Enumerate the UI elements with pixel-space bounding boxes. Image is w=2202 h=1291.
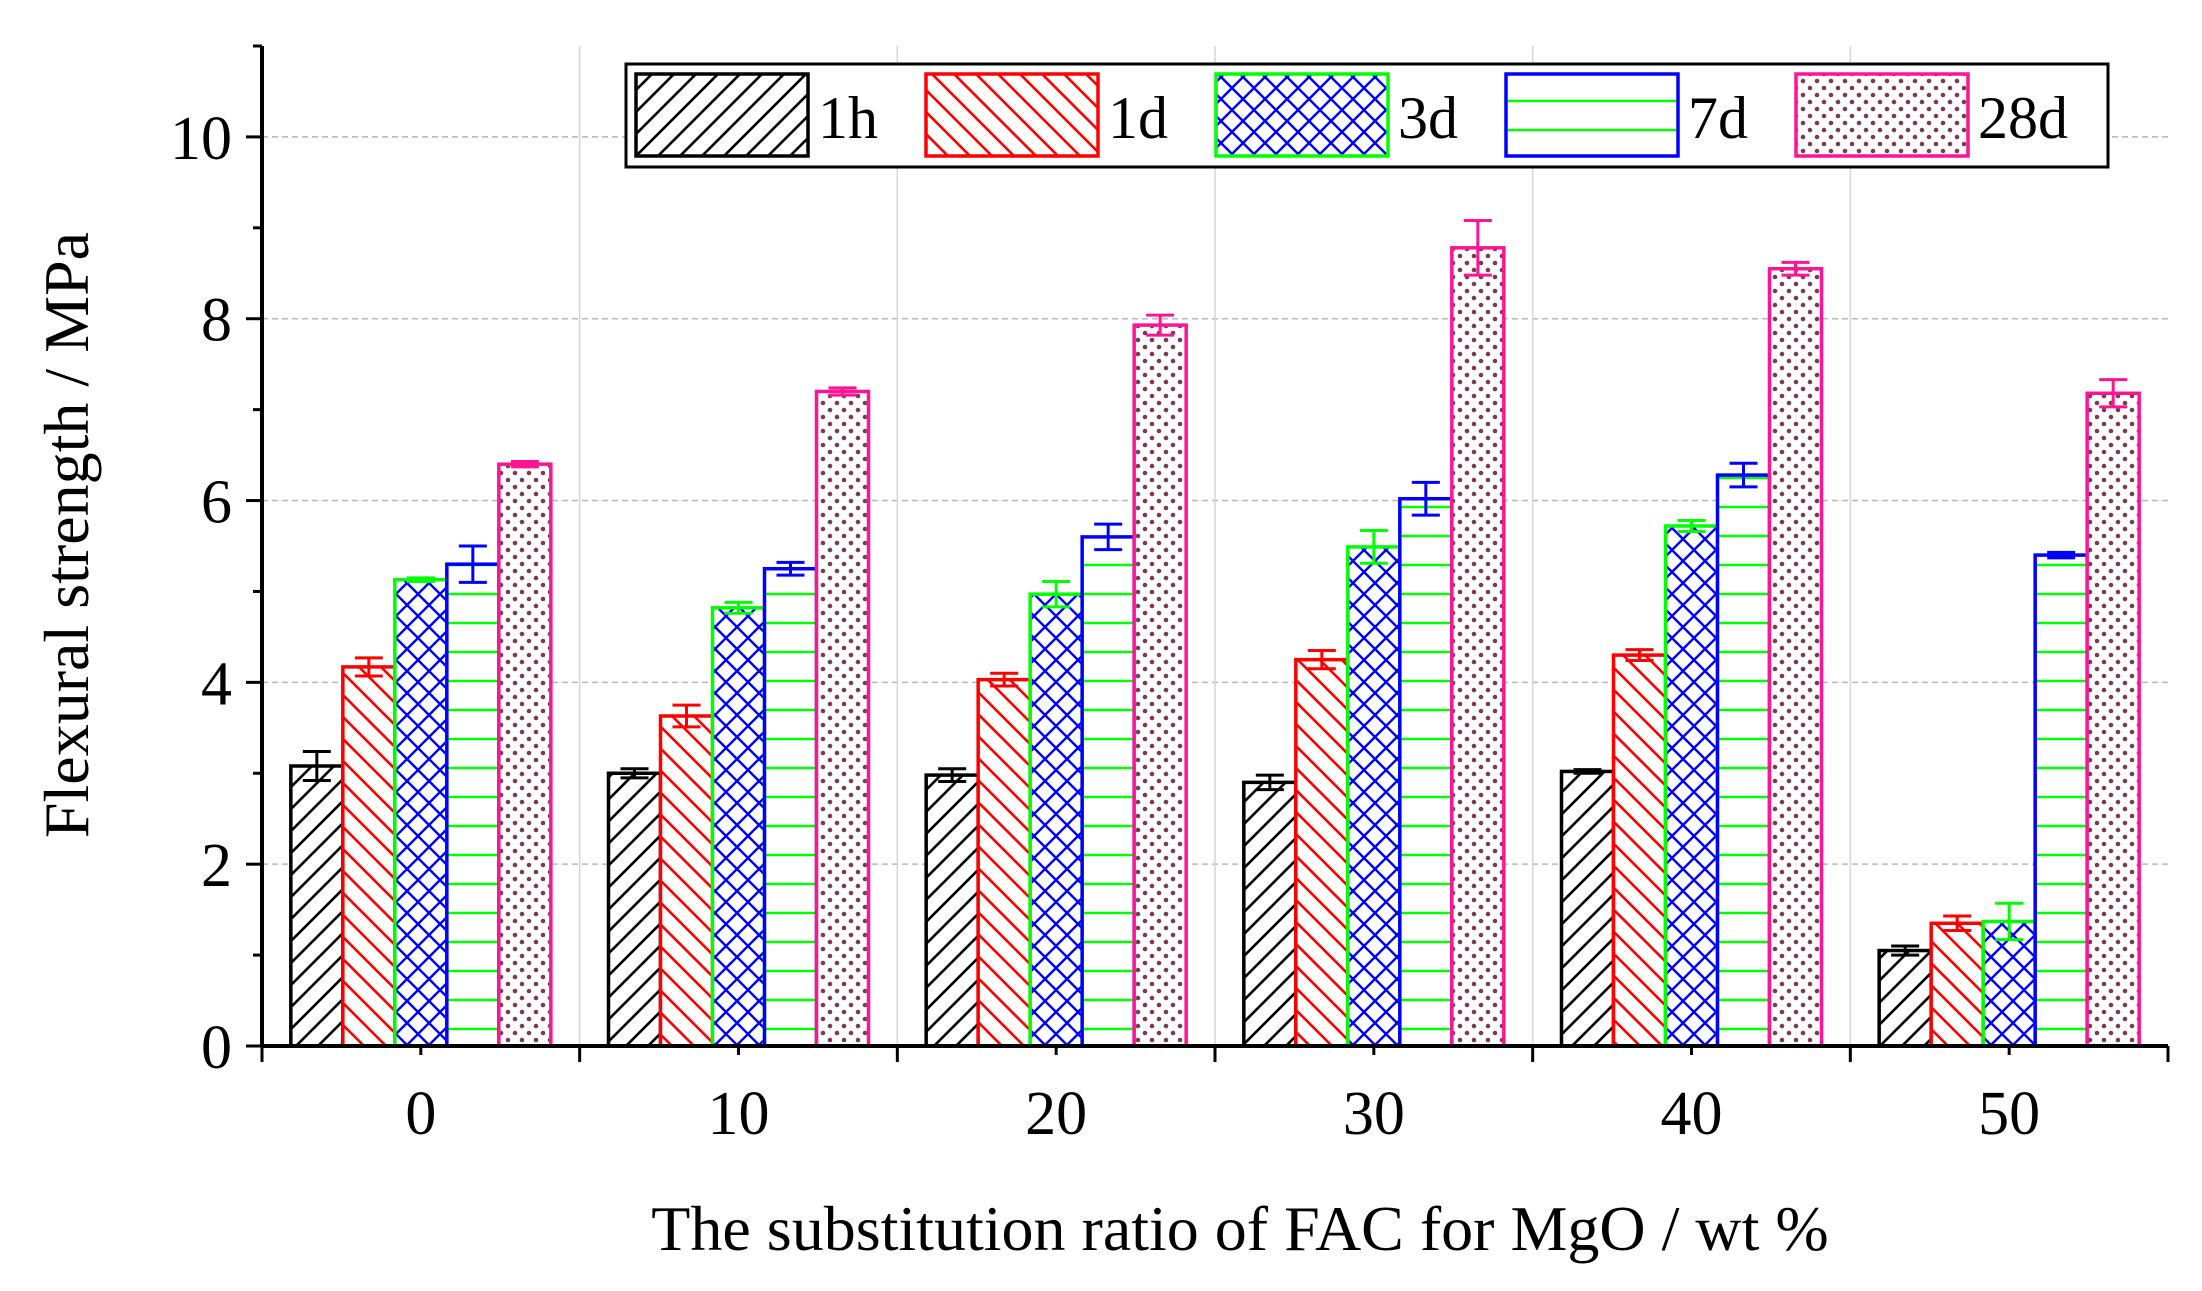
x-tick-label: 20 <box>1025 1080 1087 1148</box>
bar-1d-10 <box>658 714 715 1048</box>
bar-7d-10 <box>762 566 819 1048</box>
bar-1d-30 <box>1294 657 1350 1048</box>
y-tick-label: 6 <box>201 469 232 537</box>
bar-28d-50 <box>2085 391 2141 1048</box>
axes: 0 2 4 6 8 10 0 10 20 30 40 50 <box>170 44 2170 1148</box>
legend-swatch <box>1214 72 1390 158</box>
error-bar-28d-0 <box>510 459 539 469</box>
y-tick-label: 4 <box>201 650 232 718</box>
error-bar-3d-20 <box>1042 579 1071 609</box>
error-bar-3d-50 <box>1995 901 2024 942</box>
error-bar-28d-20 <box>1146 313 1175 337</box>
bar-3d-30 <box>1346 545 1402 1048</box>
x-axis-title: The substitution ratio of FAC for MgO / … <box>651 1193 1828 1264</box>
grid-lines <box>262 46 2168 1046</box>
x-tick-label: 10 <box>708 1080 770 1148</box>
bar-1h-40 <box>1559 769 1616 1048</box>
bar-7d-20 <box>1080 535 1136 1048</box>
error-bar-7d-10 <box>776 560 805 577</box>
legend-entry-1d: 1d <box>924 72 1168 158</box>
legend-label: 3d <box>1398 85 1458 151</box>
error-bar-7d-40 <box>1729 461 1758 489</box>
legend-entry-1h: 1h <box>634 72 878 158</box>
legend-swatch <box>634 72 810 158</box>
bar-7d-0 <box>445 562 501 1048</box>
bar-1d-50 <box>1929 921 1985 1048</box>
error-bar-3d-10 <box>724 600 753 615</box>
bar-1h-20 <box>924 773 980 1048</box>
error-bar-28d-10 <box>828 386 857 397</box>
y-axis-title: Flexural strength / MPa <box>31 232 102 838</box>
bar-1d-0 <box>341 665 397 1048</box>
legend-entry-3d: 3d <box>1214 72 1458 158</box>
error-bar-28d-40 <box>1781 260 1810 277</box>
bar-1h-50 <box>1877 948 1933 1048</box>
bar-1h-10 <box>606 771 663 1048</box>
bars <box>289 219 2141 1048</box>
bar-3d-0 <box>393 577 449 1048</box>
error-bar-7d-20 <box>1094 522 1123 552</box>
legend-label: 1d <box>1108 85 1168 151</box>
bar-7d-30 <box>1398 496 1454 1048</box>
bar-28d-10 <box>814 389 871 1048</box>
error-bar-7d-50 <box>2047 550 2076 560</box>
x-tick-label: 30 <box>1343 1080 1405 1148</box>
y-tick-label: 0 <box>201 1014 232 1082</box>
error-bar-3d-40 <box>1677 519 1706 533</box>
error-bar-3d-30 <box>1359 529 1388 565</box>
bar-1d-20 <box>976 677 1032 1048</box>
error-bar-1d-0 <box>354 656 383 678</box>
bar-3d-10 <box>710 606 767 1048</box>
bar-7d-40 <box>1715 473 1772 1048</box>
bar-7d-50 <box>2033 553 2089 1048</box>
bar-3d-20 <box>1028 592 1084 1048</box>
error-bar-1h-20 <box>938 767 967 783</box>
legend-swatch <box>924 72 1100 158</box>
x-tick-label: 0 <box>405 1080 436 1148</box>
y-tick-label: 2 <box>201 832 232 900</box>
error-bar-28d-30 <box>1463 219 1492 277</box>
bar-28d-0 <box>497 462 553 1048</box>
bar-1h-0 <box>289 764 345 1048</box>
error-bar-1h-40 <box>1573 768 1602 775</box>
bar-3d-40 <box>1663 524 1720 1048</box>
error-bar-1h-10 <box>620 767 649 780</box>
error-bar-1d-20 <box>990 671 1019 688</box>
legend-swatch <box>1794 72 1970 158</box>
bar-1h-30 <box>1242 780 1298 1048</box>
error-bar-28d-50 <box>2099 378 2128 409</box>
error-bar-7d-0 <box>458 544 487 584</box>
bar-28d-40 <box>1767 266 1824 1048</box>
bar-3d-50 <box>1981 919 2037 1048</box>
bar-28d-30 <box>1450 246 1506 1048</box>
legend-swatch <box>1504 72 1680 158</box>
legend-label: 28d <box>1978 85 2068 151</box>
error-bar-7d-30 <box>1411 480 1440 517</box>
error-bar-1h-50 <box>1891 944 1920 957</box>
legend-entry-28d: 28d <box>1794 72 2068 158</box>
legend-label: 1h <box>818 85 878 151</box>
legend: 1h 1d 3d 7d 28d <box>624 62 2110 169</box>
error-bar-1d-30 <box>1307 649 1336 671</box>
y-tick-label: 8 <box>201 287 232 355</box>
bar-28d-20 <box>1132 323 1188 1048</box>
error-bar-3d-0 <box>406 576 435 583</box>
legend-label: 7d <box>1688 85 1748 151</box>
legend-entry-7d: 7d <box>1504 72 1748 158</box>
x-tick-label: 50 <box>1978 1080 2040 1148</box>
y-tick-label: 10 <box>170 105 232 173</box>
error-bar-1h-30 <box>1255 773 1284 792</box>
x-tick-label: 40 <box>1661 1080 1723 1148</box>
error-bar-1d-10 <box>672 703 701 729</box>
error-bar-1h-0 <box>302 749 331 783</box>
error-bar-1d-40 <box>1625 648 1654 663</box>
bar-1d-40 <box>1611 653 1668 1048</box>
error-bar-1d-50 <box>1943 914 1972 933</box>
